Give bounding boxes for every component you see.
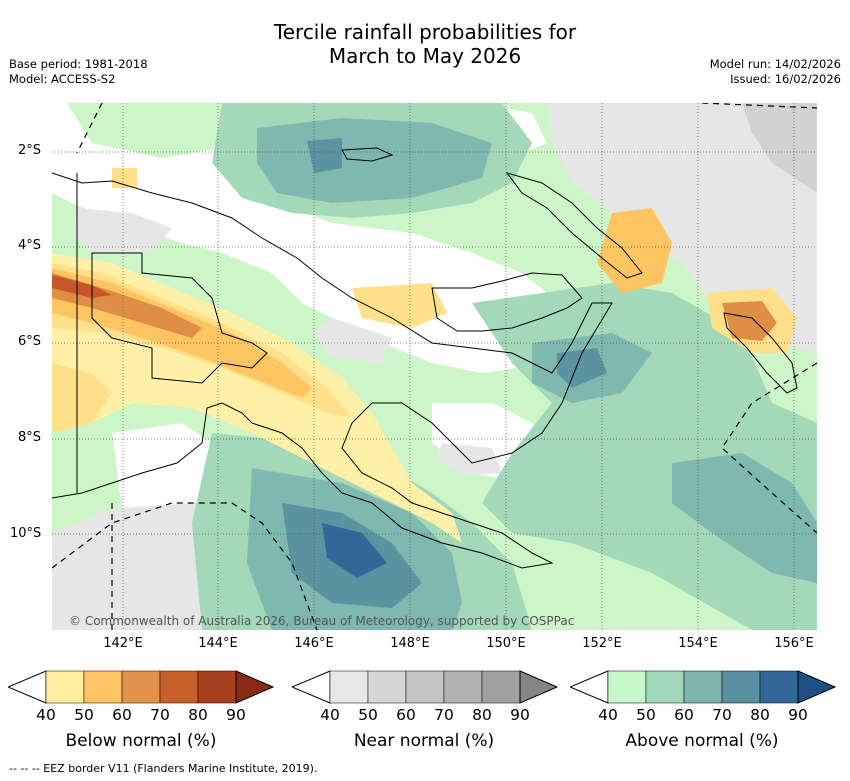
legend-above-swatch-4 (721, 670, 761, 704)
legend-near-swatch-4 (443, 670, 483, 704)
legend-near-tick: 60 (396, 706, 416, 724)
probability-map (52, 103, 817, 630)
legend-above-swatch-1 (607, 670, 647, 704)
field-below-80 (52, 275, 112, 298)
eez-borders (52, 103, 817, 630)
legend-below-swatch-3 (121, 670, 161, 704)
lon-label-152e: 152°E (582, 636, 622, 651)
legend-near-tick: 80 (472, 706, 492, 724)
lon-label-150e: 150°E (486, 636, 526, 651)
lon-label-142e: 142°E (103, 636, 143, 651)
legend-above-tick: 80 (750, 706, 770, 724)
legend-near-swatch-3 (405, 670, 445, 704)
legend-below-swatch-0 (8, 670, 47, 704)
lat-label-10s: 10°S (10, 526, 42, 541)
new-britain-coast (431, 272, 583, 332)
lat-label-6s: 6°S (18, 334, 42, 349)
legend-above-bar (570, 670, 836, 704)
field-above-50-se (672, 453, 817, 583)
legend-above-tick: 60 (674, 706, 694, 724)
field-white-north (52, 103, 592, 373)
lon-label-148e: 148°E (390, 636, 430, 651)
legend-above-swatch-5 (759, 670, 799, 704)
map-title: Tercile rainfall probabilities for March… (0, 20, 850, 68)
legend-above-tick: 50 (636, 706, 656, 724)
copyright-text: © Commonwealth of Australia 2026, Bureau… (69, 614, 575, 628)
province-lines (91, 252, 268, 384)
field-above-70-east (557, 348, 607, 388)
field-below-central (352, 283, 447, 328)
legend-below-tick: 60 (112, 706, 132, 724)
legend-near-bar (292, 670, 558, 704)
lat-label-4s: 4°S (18, 238, 42, 253)
model-name: Model: ACCESS-S2 (9, 72, 116, 86)
legend-below-bar (8, 670, 274, 704)
legend-below-swatch-6 (235, 670, 274, 704)
meta-right: Model run: 14/02/2026 Issued: 16/02/2026 (710, 57, 841, 87)
field-above-70-north (307, 138, 342, 173)
meta-left: Base period: 1981-2018 Model: ACCESS-S2 (9, 57, 148, 87)
legend-near-swatch-6 (519, 670, 558, 704)
lon-label-154e: 154°E (678, 636, 718, 651)
legend-near-tick: 40 (320, 706, 340, 724)
graticule (52, 103, 817, 630)
legend-near-swatch-5 (481, 670, 521, 704)
manus-coast (341, 147, 394, 162)
legend-below-tick: 40 (36, 706, 56, 724)
new-ireland-coast (505, 172, 643, 279)
legend-below-tick: 70 (150, 706, 170, 724)
field-near-sw (52, 503, 222, 630)
legend-below-swatch-5 (197, 670, 237, 704)
legend-below-swatch-2 (83, 670, 123, 704)
bougainville-coast (723, 312, 798, 394)
legend-near-swatch-1 (329, 670, 369, 704)
field-near-mid (312, 318, 392, 363)
legend-above-swatch-0 (570, 670, 609, 704)
new-guinea-coast (52, 172, 613, 569)
lat-label-8s: 8°S (18, 430, 42, 445)
coastlines (52, 147, 798, 569)
eez-footnote: -- -- -- EEZ border V11 (Flanders Marine… (9, 762, 318, 775)
legend-near-tick: 50 (358, 706, 378, 724)
field-near-centre (437, 443, 502, 475)
lon-label-144e: 144°E (198, 636, 238, 651)
title-line-1: Tercile rainfall probabilities for (273, 20, 577, 44)
legend-above-tick: 40 (598, 706, 618, 724)
legend-near-swatch-0 (292, 670, 331, 704)
legend-below-swatch-4 (159, 670, 199, 704)
legend-below-swatch-1 (45, 670, 85, 704)
legend-below-tick: 90 (226, 706, 246, 724)
field-near-west (72, 208, 172, 253)
legend-below-tick: 50 (74, 706, 94, 724)
field-below-west (52, 363, 112, 433)
base-period: Base period: 1981-2018 (9, 57, 148, 71)
field-below-ne (597, 208, 672, 293)
lon-label-156e: 156°E (774, 636, 814, 651)
field-below-bougainville-60 (722, 301, 777, 341)
lat-label-2s: 2°S (18, 143, 42, 158)
legend-below-title: Below normal (%) (65, 731, 217, 751)
legend-below-tick: 80 (188, 706, 208, 724)
lon-label-146e: 146°E (294, 636, 334, 651)
legend-above-swatch-2 (645, 670, 685, 704)
legend-near-tick: 90 (510, 706, 530, 724)
title-line-2: March to May 2026 (328, 44, 522, 68)
legend-above-tick: 70 (712, 706, 732, 724)
model-run: Model run: 14/02/2026 (709, 57, 841, 71)
legend-above-swatch-3 (683, 670, 723, 704)
legend-near-swatch-2 (367, 670, 407, 704)
field-near-ne-2 (742, 103, 817, 193)
legend-above-tick: 90 (788, 706, 808, 724)
legend-above-swatch-6 (797, 670, 836, 704)
legend-near-tick: 70 (434, 706, 454, 724)
field-above-80-south (322, 523, 387, 578)
issued-date: Issued: 16/02/2026 (730, 72, 841, 86)
legend-near-title: Near normal (%) (353, 731, 495, 751)
legend-above-title: Above normal (%) (625, 731, 779, 751)
